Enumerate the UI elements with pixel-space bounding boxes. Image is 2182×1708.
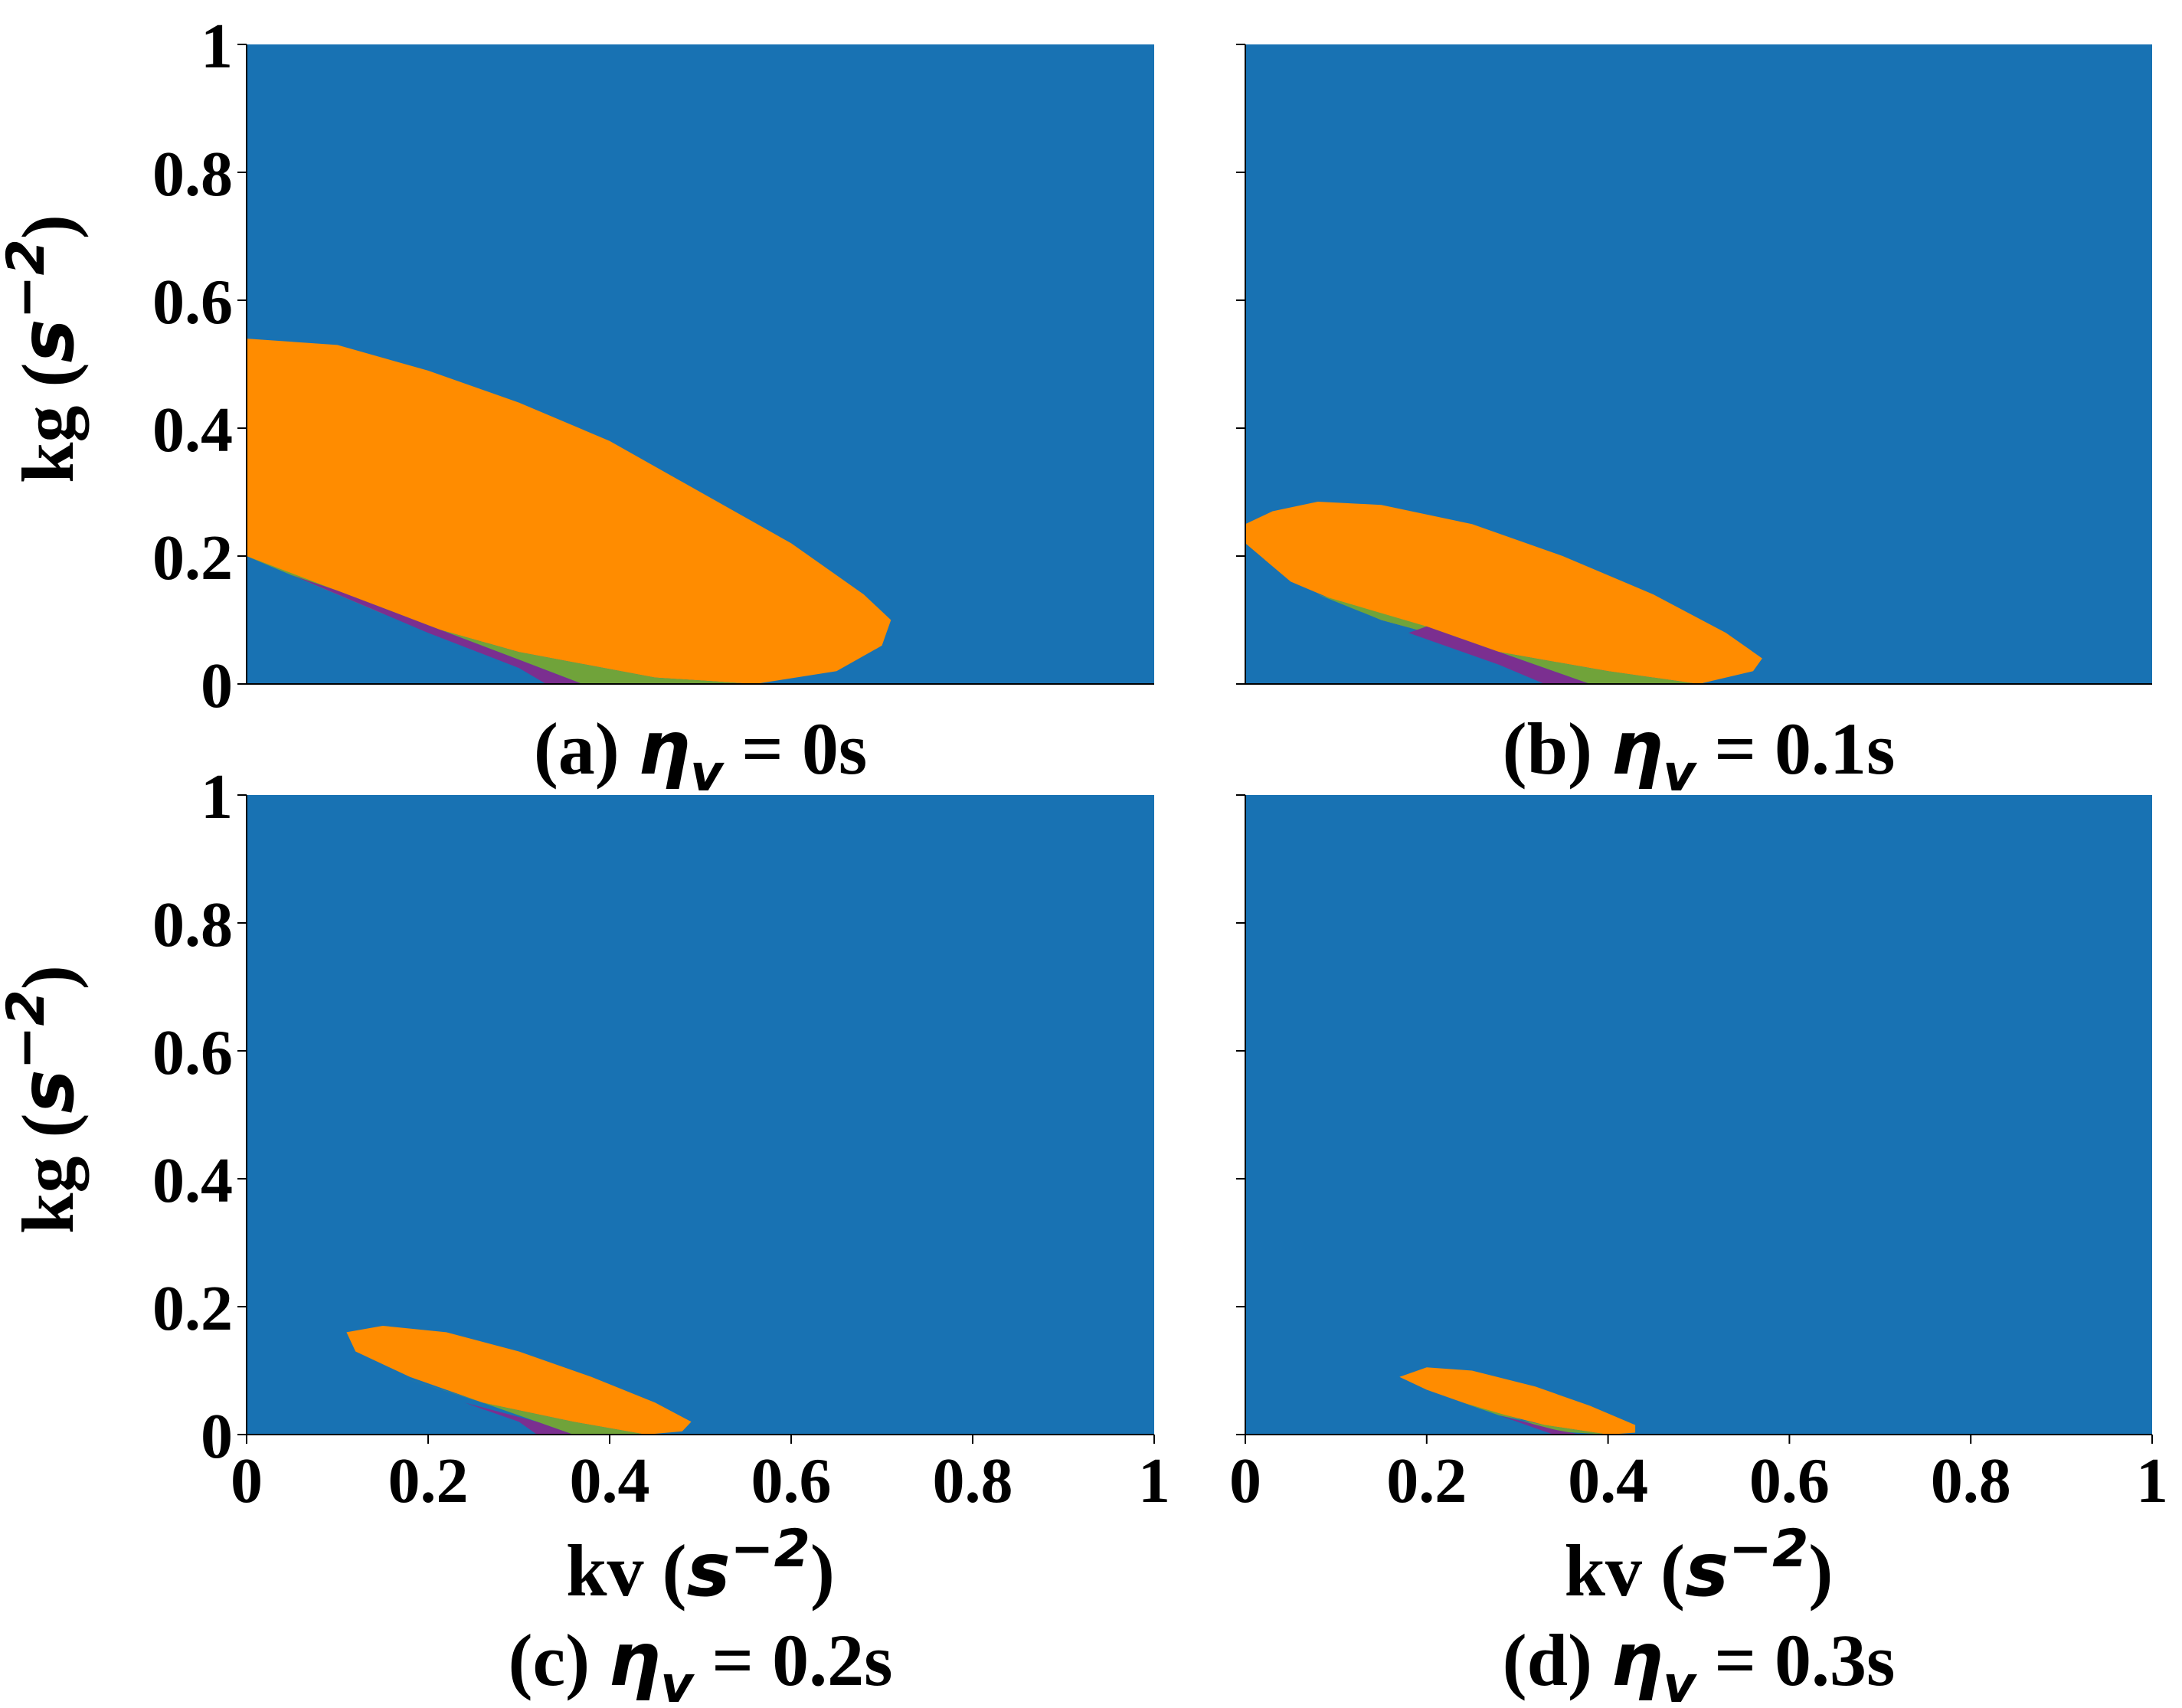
x-tick-label: 0.8 (933, 1445, 1013, 1517)
x-axis-label: kv (s−2) (566, 1519, 835, 1613)
region-purple-c (464, 1402, 574, 1435)
region-purple-b (1408, 626, 1590, 684)
x-tick-label: 0.4 (1568, 1445, 1648, 1517)
panel-caption: (a) ηv = 0s (534, 705, 867, 803)
region-orange-a (247, 339, 891, 684)
x-tick-label: 0.6 (1749, 1445, 1830, 1517)
x-tick-label: 0.2 (388, 1445, 469, 1517)
y-tick-label: 0.8 (152, 139, 233, 210)
region-orange-d (1399, 1367, 1636, 1435)
y-tick-label: 0.8 (152, 889, 233, 960)
panel-caption: (b) ηv = 0.1s (1503, 705, 1896, 803)
x-tick-label: 0.8 (1931, 1445, 2011, 1517)
y-tick-label: 0.4 (152, 1145, 233, 1216)
x-tick-label: 0.2 (1386, 1445, 1467, 1517)
y-axis-label: kg (s−2) (0, 214, 90, 483)
y-tick-label: 1 (201, 11, 233, 82)
panel-c: 0 0.2 0.4 0.6 0.8 1 0 0.2 0.4 0.6 0.8 1 kg (s−2) kv (… (0, 761, 1170, 1708)
y-axis-label: kg (s−2) (0, 965, 90, 1234)
y-tick-label: 0 (201, 650, 233, 721)
x-tick-label: 0.4 (570, 1445, 650, 1517)
y-tick-label: 0.6 (152, 267, 233, 338)
x-tick-label: 0 (1229, 1445, 1261, 1517)
region-purple-a (292, 575, 583, 684)
region-orange-c (346, 1326, 692, 1435)
panel-caption: (c) ηv = 0.2s (509, 1617, 893, 1708)
panel-d: 0 0.2 0.4 0.6 0.8 1 kv (s−2)(d) ηv = 0.3s (1229, 794, 2168, 1708)
region-orange-b (1245, 502, 1762, 684)
x-tick-label: 0 (231, 1445, 263, 1517)
y-tick-label: 1 (201, 761, 233, 833)
panel-b: (b) ηv = 0.1s (1236, 44, 2152, 803)
y-tick-label: 0 (201, 1401, 233, 1472)
y-tick-label: 0.4 (152, 394, 233, 466)
panel-a: 0 0.2 0.4 0.6 0.8 1 kg (s−2) (a) ηv = 0s (0, 11, 1154, 803)
x-tick-label: 0.6 (751, 1445, 832, 1517)
region-background-d (1245, 795, 2152, 1435)
y-tick-label: 0.2 (152, 522, 233, 594)
y-tick-label: 0.2 (152, 1273, 233, 1344)
x-tick-label: 1 (2136, 1445, 2168, 1517)
x-tick-label: 1 (1138, 1445, 1170, 1517)
y-tick-label: 0.6 (152, 1017, 233, 1088)
panel-caption: (d) ηv = 0.3s (1503, 1617, 1896, 1708)
x-axis-label: kv (s−2) (1565, 1519, 1834, 1613)
